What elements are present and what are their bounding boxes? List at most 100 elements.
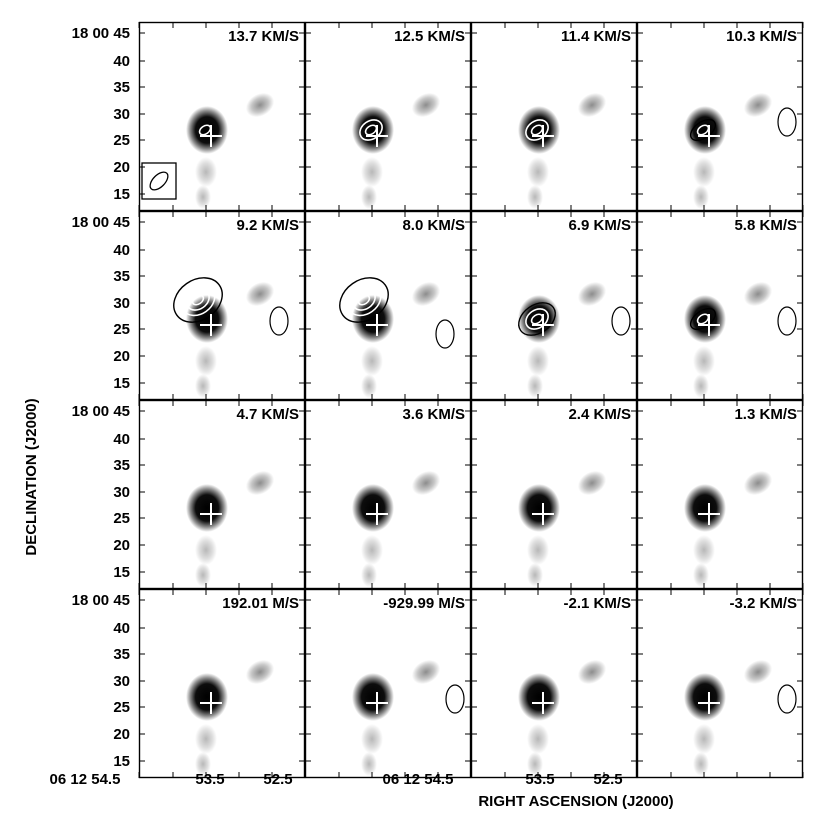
ra-tick-label: 52.5: [263, 771, 292, 788]
velocity-label: 12.5 KM/S: [394, 28, 465, 45]
dec-tick-label: 30: [113, 295, 130, 312]
reference-cross-icon: [532, 503, 554, 525]
channel-panel: -929.99 M/S: [304, 588, 472, 779]
secondary-source-blob: [743, 92, 773, 118]
southern-emission-tail: [195, 185, 211, 209]
southern-emission-tail: [195, 563, 211, 587]
southern-emission-tail: [693, 563, 709, 587]
velocity-label: 192.01 M/S: [222, 595, 299, 612]
panel-frame: [304, 399, 472, 590]
southern-emission-blob: [361, 535, 383, 565]
main-source-core: [352, 484, 394, 532]
white-contour: [696, 313, 710, 325]
ra-tick-label: 06 12 54.5: [383, 771, 454, 788]
main-source-core: [186, 484, 228, 532]
channel-panel: 4.7 KM/S: [138, 399, 306, 590]
velocity-label: -929.99 M/S: [383, 595, 465, 612]
white-contour: [364, 124, 378, 136]
velocity-label: 11.4 KM/S: [561, 28, 631, 45]
dec-tick-label: 25: [113, 510, 130, 527]
main-source-core: [186, 673, 228, 721]
ra-tick-label: 52.5: [593, 771, 622, 788]
secondary-source-blob: [245, 470, 275, 496]
secondary-source-blob: [743, 659, 773, 685]
channel-panel: -2.1 KM/S: [470, 588, 638, 779]
velocity-label: 9.2 KM/S: [236, 217, 299, 234]
white-contour: [198, 124, 212, 136]
main-source-core: [684, 673, 726, 721]
reference-cross-icon: [366, 314, 388, 336]
southern-emission-blob: [693, 535, 715, 565]
panel-frame: [304, 21, 472, 212]
panel-frame: [138, 21, 306, 212]
southern-emission-blob: [195, 346, 217, 376]
dec-tick-label: 40: [113, 53, 130, 70]
channel-panel: 13.7 KM/S: [138, 21, 306, 212]
channel-panel: 12.5 KM/S: [304, 21, 472, 212]
white-contour: [346, 283, 382, 317]
southern-emission-blob: [693, 346, 715, 376]
reference-cross-icon: [698, 125, 720, 147]
dec-tick-label: 40: [113, 242, 130, 259]
southern-emission-blob: [527, 724, 549, 754]
main-source-core: [684, 484, 726, 532]
velocity-label: 5.8 KM/S: [734, 217, 797, 234]
channel-panel: 192.01 M/S: [138, 588, 306, 779]
channel-panel: 6.9 KM/S: [470, 210, 638, 401]
main-source-core: [352, 106, 394, 154]
dec-tick-label: 15: [113, 564, 130, 581]
main-source-core: [186, 295, 228, 343]
panel-frame: [138, 210, 306, 401]
ra-tick-label: 53.5: [525, 771, 554, 788]
reference-cross-icon: [366, 503, 388, 525]
main-source-core: [518, 295, 560, 343]
reference-cross-icon: [532, 692, 554, 714]
panel-frame: [470, 399, 638, 590]
y-axis-title: DECLINATION (J2000): [23, 398, 40, 555]
panels-grid: 13.7 KM/S 12.5 KM/S 11.4 KM/S 10.3 KM/S 9.2 …: [138, 21, 804, 779]
white-contour: [191, 294, 205, 306]
secondary-source-blob: [411, 92, 441, 118]
dec-tick-label: 15: [113, 753, 130, 770]
southern-emission-blob: [693, 157, 715, 187]
secondary-source-blob: [743, 281, 773, 307]
beam-size-box: [141, 162, 177, 200]
panel-frame: [636, 210, 804, 401]
noise-contour: [435, 319, 455, 349]
channel-panel: 2.4 KM/S: [470, 399, 638, 590]
dec-tick-label: 30: [113, 484, 130, 501]
southern-emission-blob: [195, 157, 217, 187]
reference-cross-icon: [698, 314, 720, 336]
channel-panel: -3.2 KM/S: [636, 588, 804, 779]
velocity-label: 8.0 KM/S: [402, 217, 465, 234]
reference-cross-icon: [532, 125, 554, 147]
reference-cross-icon: [200, 125, 222, 147]
southern-emission-blob: [361, 157, 383, 187]
channel-panel: 11.4 KM/S: [470, 21, 638, 212]
channel-panel: 8.0 KM/S: [304, 210, 472, 401]
velocity-label: 6.9 KM/S: [568, 217, 631, 234]
panel-frame: [304, 210, 472, 401]
southern-emission-blob: [527, 535, 549, 565]
secondary-source-blob: [577, 92, 607, 118]
reference-cross-icon: [200, 503, 222, 525]
panel-frame: [470, 210, 638, 401]
reference-cross-icon: [200, 314, 222, 336]
secondary-source-blob: [245, 659, 275, 685]
dec-tick-label: 40: [113, 431, 130, 448]
reference-cross-icon: [532, 314, 554, 336]
main-source-core: [684, 295, 726, 343]
dec-tick-label: 15: [113, 186, 130, 203]
southern-emission-tail: [527, 563, 543, 587]
dec-tick-label: 35: [113, 646, 130, 663]
main-source-core: [684, 106, 726, 154]
dec-tick-label: 15: [113, 375, 130, 392]
southern-emission-tail: [361, 374, 377, 398]
southern-emission-tail: [527, 185, 543, 209]
panel-frame: [138, 588, 306, 779]
panel-frame: [636, 21, 804, 212]
dec-tick-label: 20: [113, 537, 130, 554]
velocity-label: 13.7 KM/S: [228, 28, 299, 45]
main-source-core: [518, 484, 560, 532]
